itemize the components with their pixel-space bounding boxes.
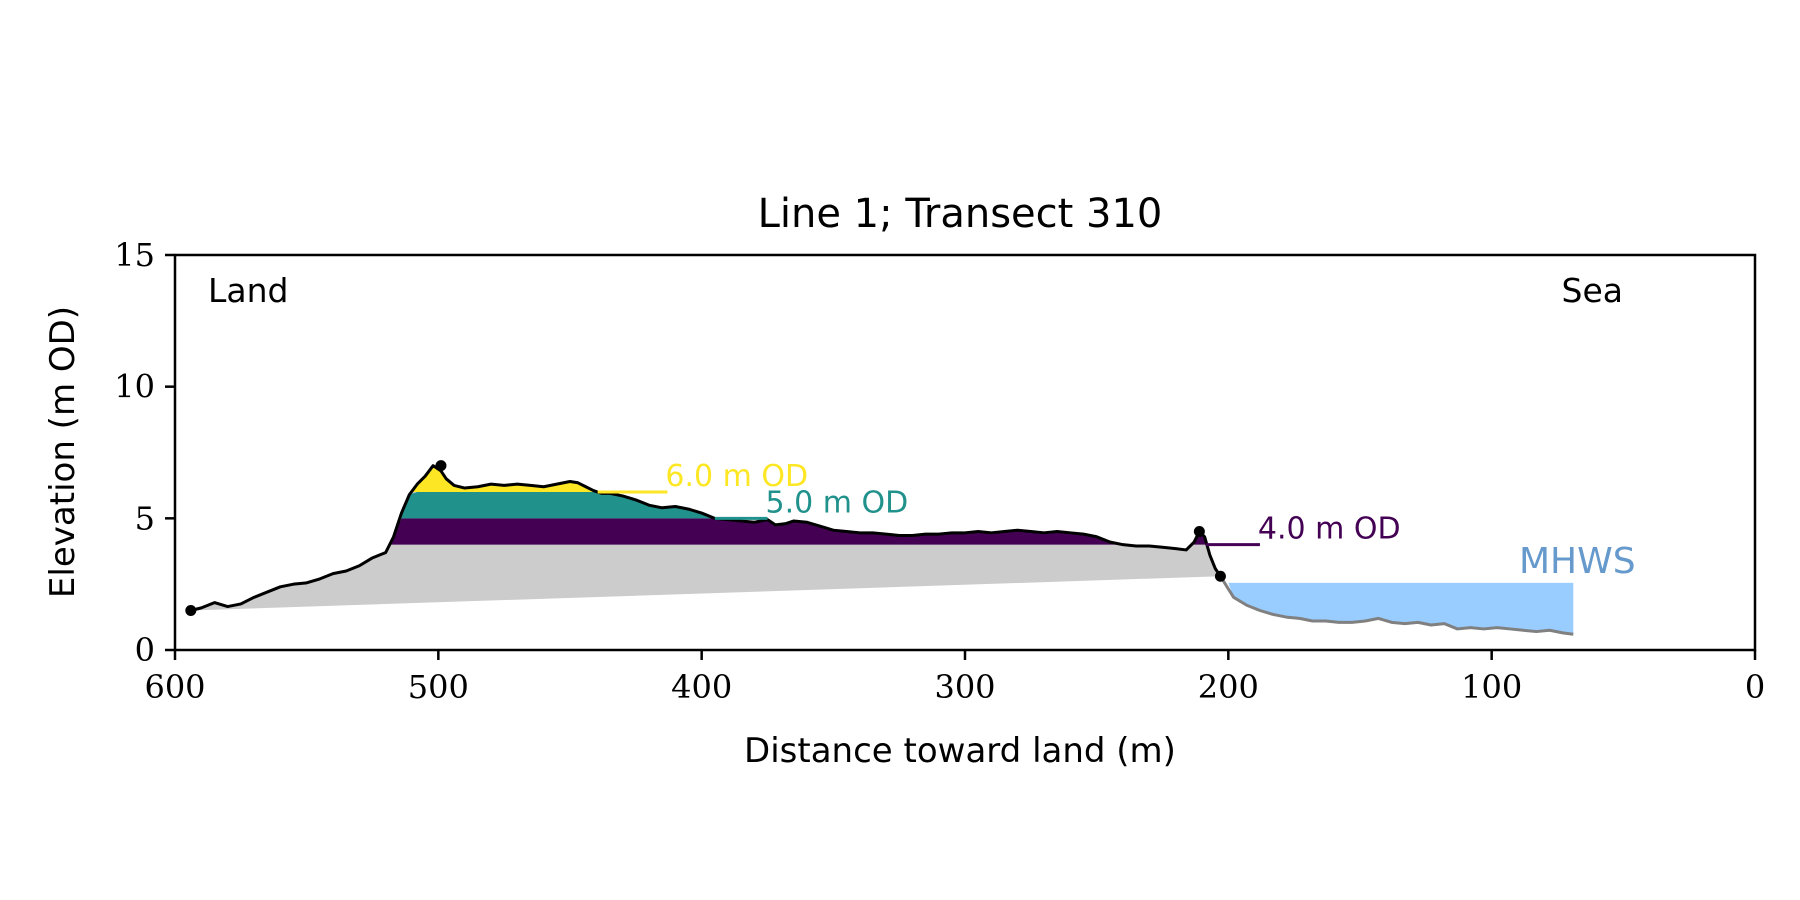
y-tick-label-0: 0 [135, 631, 155, 669]
marker-layer [185, 460, 1226, 616]
sea-label: Sea [1562, 271, 1623, 310]
y-axis-label: Elevation (m OD) [43, 306, 83, 598]
x-tick-label-1: 500 [408, 668, 469, 706]
x-axis-label: Distance toward land (m) [744, 731, 1176, 771]
mhws-label: MHWS [1519, 541, 1636, 582]
profile-point-marker-3 [1214, 570, 1226, 582]
profile-point-marker-0 [185, 605, 197, 616]
y-axis: 0 5 10 15 [114, 236, 175, 669]
x-tick-label-5: 100 [1461, 668, 1522, 706]
y-tick-label-2: 10 [114, 368, 155, 406]
level-band-1-0 [399, 492, 715, 519]
sea-profile-line [1219, 575, 1574, 636]
x-tick-label-4: 200 [1198, 668, 1259, 706]
profile-point-marker-2 [1193, 526, 1205, 537]
level-label-2: 4.0 m OD [1258, 512, 1401, 547]
mhws-water-fill [1228, 582, 1574, 635]
x-tick-label-6: 0 [1745, 668, 1765, 706]
y-tick-label-3: 15 [114, 236, 155, 274]
x-axis: 600 500 400 300 200 100 0 [144, 650, 1765, 706]
chart-title: Line 1; Transect 310 [758, 191, 1163, 237]
profile-point-marker-1 [435, 460, 447, 472]
x-tick-label-0: 600 [144, 668, 205, 706]
fill-layer [190, 465, 1574, 635]
x-tick-label-3: 300 [934, 668, 995, 706]
level-label-0: 6.0 m OD [665, 459, 808, 494]
level-label-1: 5.0 m OD [766, 485, 909, 520]
line-layer [190, 464, 1574, 636]
level-band-0-0 [389, 518, 1123, 545]
elevation-profile-line [190, 464, 1222, 612]
land-label: Land [208, 271, 288, 310]
x-tick-label-2: 400 [671, 668, 732, 706]
y-tick-label-1: 5 [135, 499, 155, 537]
level-label-layer: 6.0 m OD5.0 m OD 4.0 m OD MHWS [597, 459, 1636, 582]
